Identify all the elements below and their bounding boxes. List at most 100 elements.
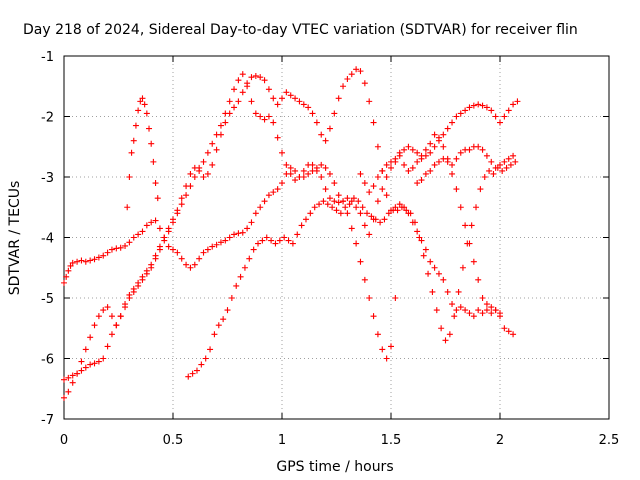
data-point — [187, 170, 194, 177]
data-point — [340, 83, 347, 90]
data-point — [483, 104, 490, 111]
series-sat-g — [414, 143, 517, 187]
data-point — [237, 273, 244, 280]
data-point — [185, 373, 192, 380]
data-point — [204, 170, 211, 177]
data-point — [462, 222, 469, 229]
data-point — [209, 161, 216, 168]
data-point — [479, 102, 486, 109]
data-point — [344, 195, 351, 202]
data-point — [433, 307, 440, 314]
y-tick-label: -4 — [41, 232, 54, 247]
data-point — [126, 174, 133, 180]
data-point — [394, 207, 401, 214]
data-point — [398, 204, 405, 211]
data-point — [143, 267, 150, 274]
data-point — [244, 225, 251, 232]
data-point — [427, 258, 434, 265]
data-point — [281, 234, 288, 241]
data-point — [108, 331, 115, 338]
data-point — [82, 346, 89, 353]
data-point — [326, 170, 333, 177]
data-point — [130, 137, 137, 144]
data-point — [235, 230, 242, 237]
data-point — [388, 164, 394, 171]
data-point — [366, 295, 373, 301]
data-point — [510, 331, 517, 338]
data-point — [379, 186, 386, 193]
data-point — [366, 98, 373, 105]
x-tick-label: 0.5 — [163, 433, 184, 448]
data-point — [91, 322, 98, 329]
data-point — [200, 158, 207, 165]
data-point — [492, 164, 499, 171]
data-point — [217, 131, 224, 138]
series-sat-e — [124, 95, 161, 211]
data-point — [470, 313, 477, 320]
data-point — [470, 258, 477, 265]
data-point — [374, 143, 381, 150]
data-point — [318, 174, 325, 180]
data-point — [313, 167, 320, 174]
data-point — [100, 252, 107, 259]
data-point — [311, 204, 318, 211]
data-point — [61, 376, 67, 383]
data-point — [137, 98, 144, 105]
data-point — [479, 310, 486, 317]
data-point — [333, 207, 340, 214]
data-point — [438, 325, 445, 332]
data-point — [462, 107, 469, 114]
data-point — [222, 237, 229, 244]
x-axis-label: GPS time / hours — [276, 459, 393, 475]
data-point — [455, 288, 462, 295]
data-point — [228, 295, 235, 301]
data-point — [401, 161, 408, 168]
data-point — [309, 110, 316, 117]
data-point — [161, 234, 168, 241]
data-point — [490, 170, 497, 177]
data-point — [209, 140, 216, 147]
data-point — [444, 125, 451, 132]
data-point — [289, 240, 296, 247]
data-point — [143, 110, 150, 117]
data-point — [74, 370, 81, 377]
data-point — [91, 256, 98, 263]
data-point — [440, 155, 447, 162]
data-point — [189, 370, 196, 377]
data-point — [353, 240, 360, 247]
data-point — [215, 322, 222, 329]
tick-labels: 0 0.5 1 1.5 2 2.5 -7 -6 -5 -4 -3 -2 -1 — [41, 50, 619, 448]
data-point — [191, 164, 198, 171]
data-point — [442, 337, 449, 344]
data-point — [483, 307, 490, 314]
data-point — [512, 158, 519, 165]
data-point — [492, 307, 499, 314]
chart-title: Day 218 of 2024, Sidereal Day-to-day VTE… — [23, 22, 578, 38]
data-point — [361, 80, 368, 87]
data-point — [409, 164, 416, 171]
data-point — [104, 249, 111, 256]
data-point — [95, 254, 102, 261]
data-point — [431, 264, 438, 271]
data-point — [427, 167, 434, 174]
data-point — [69, 372, 76, 379]
data-point — [126, 291, 133, 298]
data-point — [204, 246, 211, 253]
data-point — [82, 364, 89, 371]
data-point — [202, 355, 209, 362]
data-point — [104, 304, 111, 311]
data-point — [248, 219, 255, 226]
data-point — [255, 240, 262, 247]
data-point — [150, 158, 157, 165]
data-point — [353, 66, 360, 73]
data-point — [100, 307, 107, 314]
data-point — [318, 161, 325, 168]
data-point — [244, 80, 251, 87]
data-point — [453, 155, 460, 162]
data-point — [385, 210, 392, 217]
data-point — [468, 222, 475, 229]
data-point — [257, 113, 264, 120]
data-point — [479, 295, 486, 301]
data-point — [152, 180, 159, 187]
